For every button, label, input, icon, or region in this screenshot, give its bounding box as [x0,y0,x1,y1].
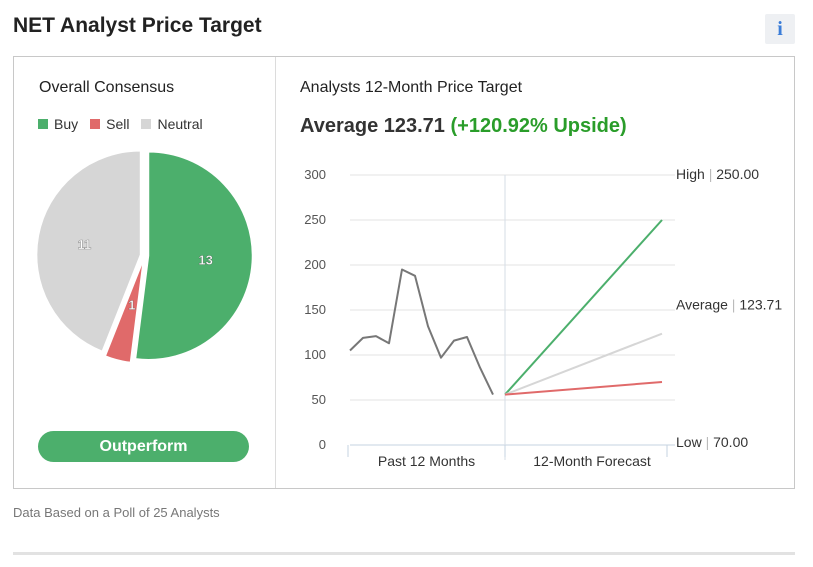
pie-slice-sell [104,259,145,364]
forecast-line-high [504,219,663,396]
outperform-button[interactable]: Outperform [38,431,249,462]
upside-value: (+120.92% Upside) [450,115,627,137]
legend-label-buy: Buy [54,116,79,132]
info-icon[interactable]: i [765,14,795,44]
forecast-line-average [504,332,663,396]
legend-swatch-buy [38,119,48,129]
bottom-rule [13,552,795,555]
price-target-title: Analysts 12-Month Price Target [300,79,523,96]
average-summary: Average 123.71 (+120.92% Upside) [300,115,627,138]
pie-label-sell: 1 [128,298,135,313]
price-target-card: Overall Consensus Buy Sell Neutral 13 1 11… [13,56,795,489]
target-label-high: High | 250.00 [676,166,759,182]
y-tick-label-250: 250 [304,212,326,227]
y-tick-label-100: 100 [304,347,326,362]
legend-item-neutral: Neutral [141,116,203,132]
y-tick-label-200: 200 [304,257,326,272]
poll-footnote: Data Based on a Poll of 25 Analysts [13,505,220,520]
y-tick-label-50: 50 [312,392,326,407]
legend-label-neutral: Neutral [157,116,203,132]
history-price-line [349,268,494,396]
pie-slice-buy [134,150,254,361]
card-divider [275,57,276,488]
average-value: Average 123.71 [300,115,445,137]
legend-label-sell: Sell [106,116,130,132]
legend-swatch-sell [90,119,101,129]
target-label-average: Average | 123.71 [676,297,782,313]
y-tick-label-0: 0 [319,437,326,452]
consensus-legend: Buy Sell Neutral [38,116,215,132]
legend-item-buy: Buy [38,116,78,132]
x-label-forecast: 12-Month Forecast [533,453,651,469]
target-label-low: Low | 70.00 [676,434,748,450]
page-title: NET Analyst Price Target [13,14,262,37]
legend-swatch-neutral [141,119,152,129]
pie-label-buy: 13 [198,252,212,267]
consensus-title: Overall Consensus [39,79,175,96]
forecast-line-low [504,381,663,396]
x-label-past: Past 12 Months [378,453,475,469]
price-target-line-chart: 0 50 100 150 200 250 300 Past 12 Months 12-Month… [304,166,782,469]
y-tick-label-300: 300 [304,167,326,182]
pie-label-neutral: 11 [78,237,92,252]
legend-item-sell: Sell [90,116,129,132]
y-tick-label-150: 150 [304,302,326,317]
pie-slice-neutral [35,149,142,353]
